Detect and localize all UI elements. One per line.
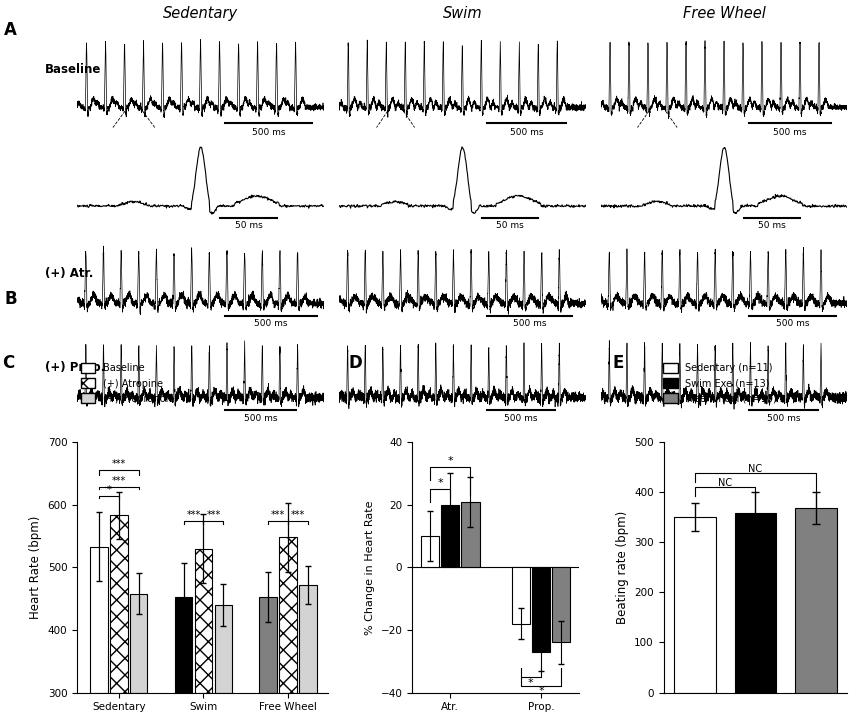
Text: 500 ms: 500 ms bbox=[776, 319, 809, 328]
Text: 500 ms: 500 ms bbox=[252, 128, 286, 136]
Text: ***: *** bbox=[291, 511, 305, 521]
Text: 500 ms: 500 ms bbox=[254, 319, 288, 328]
Bar bbox=[175, 598, 193, 693]
Text: 500 ms: 500 ms bbox=[510, 128, 544, 136]
Bar bbox=[461, 502, 479, 568]
Legend: Baseline, (+) Atropine, (+) Propranolol: Baseline, (+) Atropine, (+) Propranolol bbox=[77, 359, 181, 408]
Bar bbox=[215, 605, 232, 693]
Text: 50 ms: 50 ms bbox=[758, 221, 786, 231]
Text: (+) Prop.: (+) Prop. bbox=[45, 361, 105, 374]
Title: Free Wheel: Free Wheel bbox=[682, 6, 765, 21]
Text: ***: *** bbox=[187, 511, 200, 521]
Bar bbox=[552, 568, 570, 643]
Text: B: B bbox=[4, 290, 17, 308]
Text: 50 ms: 50 ms bbox=[235, 221, 262, 231]
Bar bbox=[421, 536, 439, 568]
Text: ***: *** bbox=[112, 459, 126, 469]
Text: *: * bbox=[538, 686, 544, 696]
Y-axis label: % Change in Heart Rate: % Change in Heart Rate bbox=[365, 500, 375, 635]
Text: (+) Atr.: (+) Atr. bbox=[45, 266, 93, 280]
Bar bbox=[512, 568, 530, 624]
Bar bbox=[675, 517, 716, 693]
Text: *: * bbox=[437, 478, 443, 488]
Text: 500 ms: 500 ms bbox=[773, 128, 806, 136]
Text: NC: NC bbox=[718, 478, 733, 488]
Text: ***: *** bbox=[206, 511, 221, 521]
Bar bbox=[442, 505, 460, 568]
Text: NC: NC bbox=[748, 464, 763, 474]
Text: *: * bbox=[106, 486, 111, 496]
Bar bbox=[299, 585, 317, 693]
Y-axis label: Heart Rate (bpm): Heart Rate (bpm) bbox=[29, 516, 42, 619]
Bar bbox=[795, 508, 836, 693]
Bar bbox=[279, 538, 297, 693]
Y-axis label: Beating rate (bpm): Beating rate (bpm) bbox=[615, 511, 628, 624]
Legend: Sedentary (n=11), Swim Exe (n=13), Free Wheel (n=10): Sedentary (n=11), Swim Exe (n=13), Free … bbox=[659, 359, 781, 408]
Text: 500 ms: 500 ms bbox=[244, 413, 277, 423]
Text: 50 ms: 50 ms bbox=[496, 221, 524, 231]
Bar bbox=[532, 568, 550, 652]
Bar bbox=[110, 516, 128, 693]
Text: E: E bbox=[612, 354, 623, 373]
Bar bbox=[90, 547, 108, 693]
Text: 500 ms: 500 ms bbox=[513, 319, 546, 328]
Text: Baseline: Baseline bbox=[45, 64, 101, 76]
Text: C: C bbox=[2, 354, 14, 373]
Text: *: * bbox=[448, 456, 453, 466]
Title: Sedentary: Sedentary bbox=[163, 6, 238, 21]
Bar bbox=[194, 548, 212, 693]
Title: Swim: Swim bbox=[443, 6, 482, 21]
Text: ***: *** bbox=[271, 511, 285, 521]
Bar bbox=[734, 513, 776, 693]
Text: 500 ms: 500 ms bbox=[504, 413, 538, 423]
Bar bbox=[130, 593, 147, 693]
Text: 500 ms: 500 ms bbox=[766, 413, 800, 423]
Text: *: * bbox=[528, 678, 534, 688]
Bar bbox=[259, 597, 276, 693]
Text: D: D bbox=[348, 354, 362, 373]
Text: A: A bbox=[4, 21, 17, 39]
Text: ***: *** bbox=[112, 476, 126, 486]
